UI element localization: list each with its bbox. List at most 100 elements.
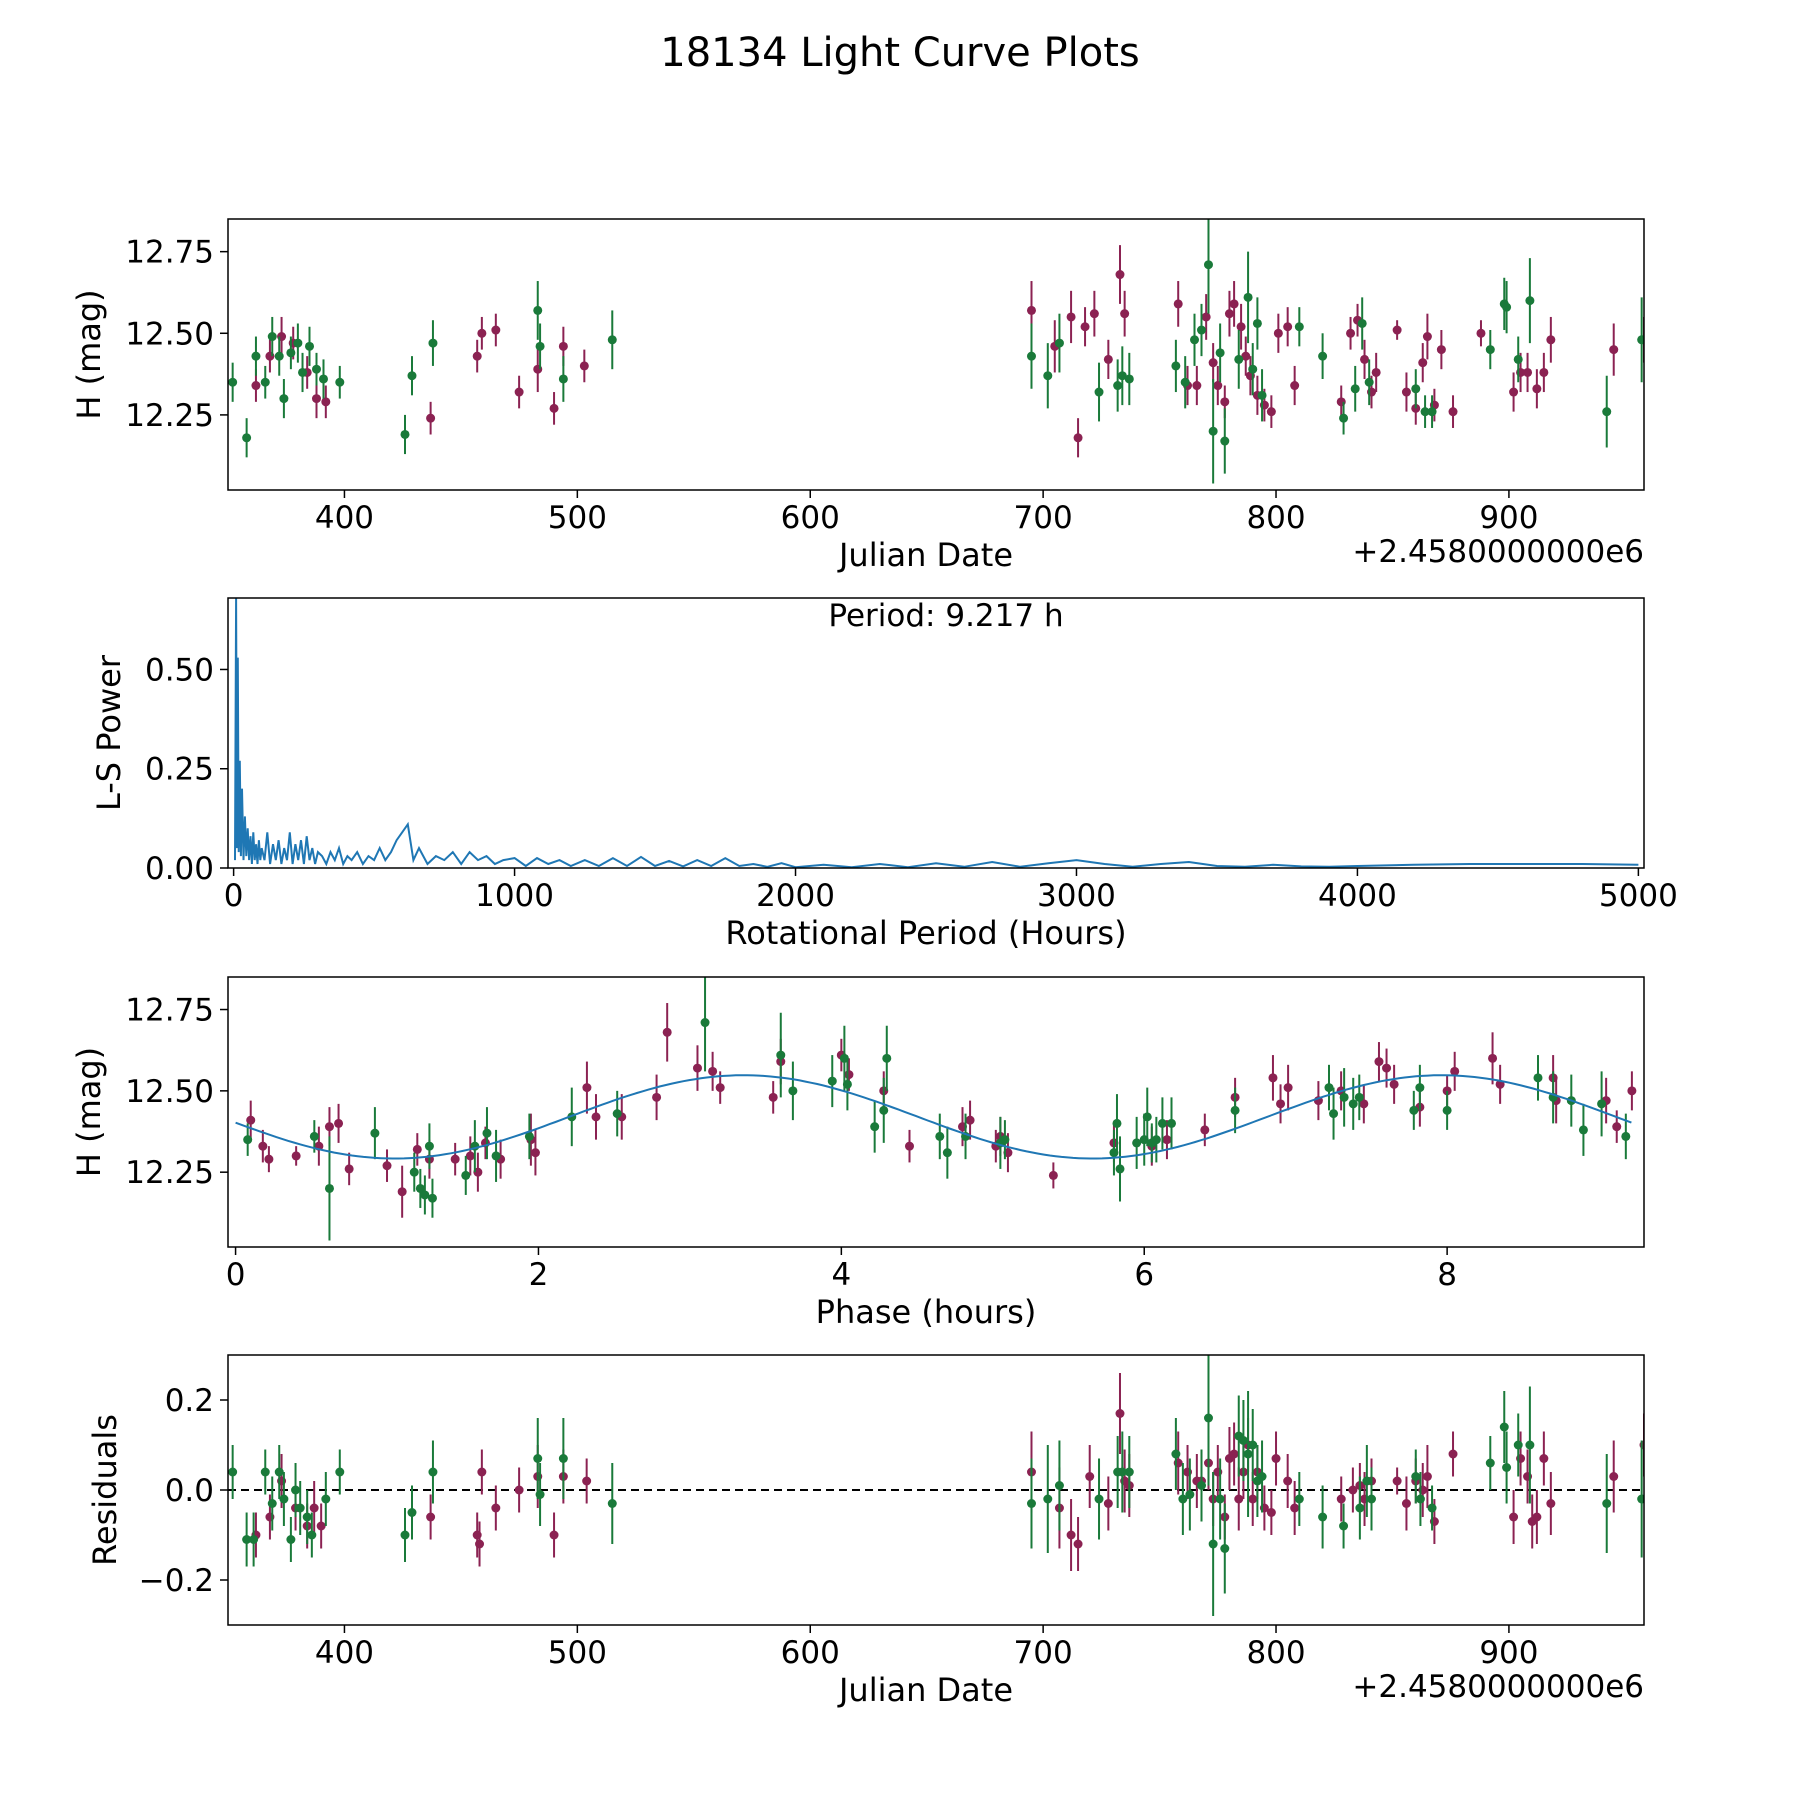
chart-1-point xyxy=(1073,433,1083,443)
chart-4-point xyxy=(260,1467,270,1477)
chart-2-x-tick-label: 5000 xyxy=(1599,878,1678,914)
chart-3-point xyxy=(1389,1079,1399,1089)
chart-1-point xyxy=(558,374,568,384)
chart-1-point xyxy=(1192,381,1202,391)
chart-4-point xyxy=(1392,1476,1402,1486)
chart-1-point xyxy=(251,351,261,361)
chart-4-x-tick-label: 900 xyxy=(1479,1635,1538,1671)
chart-2-x-tick-label: 1000 xyxy=(475,878,554,914)
chart-3-point xyxy=(397,1187,407,1197)
chart-1-point xyxy=(1201,312,1211,322)
chart-3-point xyxy=(324,1183,334,1193)
chart-4-point xyxy=(335,1467,345,1477)
chart-1-point xyxy=(1360,354,1370,364)
chart-1-point xyxy=(1120,309,1130,319)
chart-1-point xyxy=(533,305,543,315)
chart-1-point xyxy=(1283,322,1293,332)
chart-4-point xyxy=(1073,1539,1083,1549)
chart-3-point xyxy=(935,1131,945,1141)
chart-3-point xyxy=(942,1148,952,1158)
chart-1-point xyxy=(1026,351,1036,361)
chart-2-x-tick-label: 0 xyxy=(224,878,244,914)
chart-4-point xyxy=(1348,1485,1358,1495)
chart-4-point xyxy=(1197,1481,1206,1490)
chart-3-point xyxy=(461,1170,471,1180)
chart-1-point xyxy=(321,397,331,407)
chart-3-point xyxy=(1230,1105,1240,1115)
chart-4-point xyxy=(1499,1422,1509,1432)
chart-3-point xyxy=(450,1154,460,1164)
chart-4-x-tick-label: 400 xyxy=(315,1635,374,1671)
chart-4-point xyxy=(1415,1494,1425,1504)
chart-3-point xyxy=(1048,1170,1058,1180)
chart-4-point xyxy=(1532,1512,1542,1522)
chart-3-point xyxy=(1488,1053,1498,1063)
chart-1-point xyxy=(1236,322,1246,332)
chart-3-y-tick-label: 12.25 xyxy=(125,1155,214,1191)
chart-3-point xyxy=(612,1109,622,1119)
chart-1-point xyxy=(1224,309,1234,319)
chart-4-point xyxy=(477,1467,487,1477)
chart-3-point xyxy=(652,1092,662,1102)
chart-3-point xyxy=(1348,1099,1358,1109)
chart-3-point xyxy=(1276,1099,1286,1109)
chart-4-point xyxy=(1411,1472,1421,1481)
chart-1-point xyxy=(400,429,410,439)
chart-1-point xyxy=(1208,426,1218,436)
chart-1-point xyxy=(1418,358,1428,368)
chart-3-point xyxy=(465,1151,475,1161)
chart-3-point xyxy=(524,1131,534,1141)
chart-3-point xyxy=(409,1167,419,1177)
chart-1-point xyxy=(1371,367,1381,377)
chart-3-point xyxy=(582,1083,592,1093)
chart-3-point xyxy=(708,1066,718,1076)
chart-1-point xyxy=(1173,299,1183,309)
chart-4-point xyxy=(400,1530,410,1540)
chart-1-point xyxy=(318,374,328,384)
chart-4-point xyxy=(279,1494,289,1504)
chart-3-point xyxy=(420,1190,430,1200)
chart-4-point xyxy=(274,1467,284,1477)
chart-1-point xyxy=(428,338,438,348)
chart-4-point xyxy=(1054,1481,1064,1490)
chart-4-point xyxy=(1318,1512,1328,1522)
chart-2-series-line xyxy=(234,598,1639,868)
chart-4-point xyxy=(1637,1494,1644,1504)
chart-4-point xyxy=(1248,1494,1258,1504)
chart-1-point xyxy=(1103,354,1113,364)
chart-3-point xyxy=(1442,1105,1452,1115)
chart-1-point xyxy=(1197,325,1206,335)
chart-1-point xyxy=(242,433,252,443)
chart-4-point xyxy=(428,1467,438,1477)
chart-4-x-tick-label: 600 xyxy=(781,1635,840,1671)
chart-1-point xyxy=(1294,322,1304,332)
chart-4-point xyxy=(307,1530,317,1540)
chart-4-point xyxy=(1266,1508,1276,1517)
chart-1-point xyxy=(1448,407,1458,417)
chart-4-point xyxy=(1401,1499,1411,1508)
chart-1-point xyxy=(1220,397,1230,407)
chart-1-point xyxy=(1420,407,1430,417)
chart-1-point xyxy=(1248,364,1258,374)
chart-4-point xyxy=(1283,1476,1293,1486)
chart-1-point xyxy=(1257,390,1267,400)
chart-1-point xyxy=(1094,387,1104,397)
chart-3-x-tick-label: 8 xyxy=(1437,1257,1457,1293)
chart-2-x-tick-label: 2000 xyxy=(756,878,835,914)
chart-4-point xyxy=(533,1454,543,1463)
chart-4-point xyxy=(1215,1494,1225,1504)
chart-1-point xyxy=(1357,318,1367,328)
chart-3-point xyxy=(1132,1138,1142,1148)
chart-4-point xyxy=(1602,1499,1612,1508)
chart-4-point xyxy=(291,1485,301,1495)
chart-4-point xyxy=(1203,1413,1213,1423)
chart-4-point xyxy=(1362,1476,1372,1486)
chart-4-point xyxy=(267,1499,277,1508)
chart-4-point xyxy=(1422,1472,1432,1481)
chart-1-point xyxy=(558,341,568,351)
chart-1-point xyxy=(1089,309,1099,319)
chart-3-point xyxy=(842,1079,852,1089)
chart-3-point xyxy=(965,1115,975,1125)
chart-3-point xyxy=(1354,1092,1364,1102)
chart-1-frame xyxy=(227,218,1645,491)
